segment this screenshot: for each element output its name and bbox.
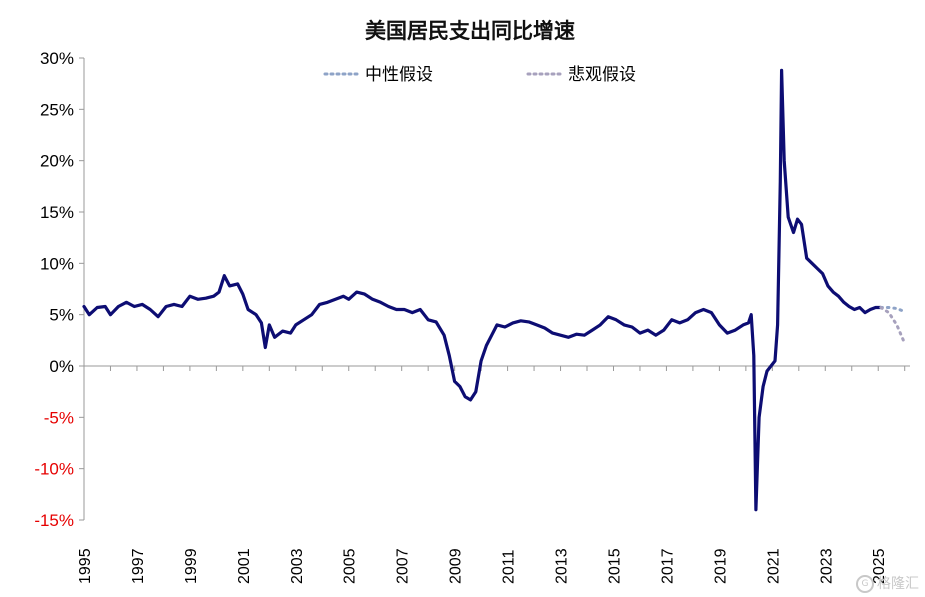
x-tick-label: 2005 (342, 548, 359, 584)
x-tick-label: 2013 (554, 548, 571, 584)
y-tick-label: -10% (34, 460, 74, 479)
y-tick-label: -5% (44, 408, 74, 427)
watermark-logo-icon: G (856, 575, 874, 593)
series-line-pessimistic (879, 306, 907, 345)
x-tick-label: 1995 (77, 548, 94, 584)
legend-label-neutral: 中性假设 (365, 65, 433, 85)
x-tick-label: 2021 (765, 548, 782, 584)
y-tick-label: 30% (40, 49, 74, 68)
y-tick-label: -15% (34, 511, 74, 530)
y-tick-label: 5% (49, 306, 74, 325)
legend: 中性假设 悲观假设 (323, 65, 636, 85)
y-tick-label: 15% (40, 203, 74, 222)
x-tick-label: 2023 (818, 548, 835, 584)
x-axis: 1995 1997 1999 2001 2003 2005 2007 2009 2011 2013… (77, 365, 910, 584)
x-tick-label: 2003 (289, 548, 306, 584)
x-tick-label: 1997 (130, 548, 147, 584)
chart-title: 美国居民支出同比增速 (365, 19, 575, 43)
watermark-text: 格隆汇 (877, 576, 919, 592)
x-tick-label: 2019 (712, 548, 729, 584)
x-tick-label: 2025 (871, 548, 888, 584)
x-tick-label: 1999 (183, 548, 200, 584)
series-line-actual (82, 68, 883, 512)
x-tick-label: 2001 (236, 548, 253, 584)
watermark: G 格隆汇 (856, 573, 919, 593)
x-tick-label: 2009 (448, 548, 465, 584)
y-axis: 30% 25% 20% 15% 10% 5% 0% -5% -10% -15% (34, 49, 85, 530)
y-tick-label: 10% (40, 254, 74, 273)
series-layer (82, 68, 907, 512)
x-tick-label: 2015 (606, 548, 623, 584)
series-line-neutral (879, 306, 907, 314)
x-tick-label: 2007 (395, 548, 412, 584)
y-tick-label: 25% (40, 100, 74, 119)
x-tick-label: 2017 (659, 548, 676, 584)
y-tick-label: 0% (49, 357, 74, 376)
legend-label-pessimistic: 悲观假设 (568, 65, 636, 85)
x-tick-label: 2011 (501, 549, 518, 584)
y-tick-label: 20% (40, 152, 74, 171)
